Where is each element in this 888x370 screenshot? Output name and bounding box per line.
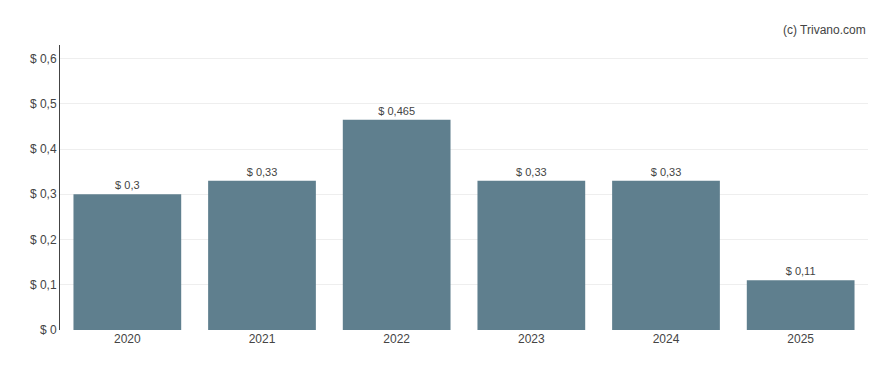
- svg-text:$ 0,5: $ 0,5: [30, 97, 57, 111]
- svg-text:$ 0,33: $ 0,33: [247, 166, 278, 178]
- svg-text:$ 0,33: $ 0,33: [651, 166, 682, 178]
- svg-text:2020: 2020: [114, 332, 141, 346]
- svg-text:$ 0,11: $ 0,11: [786, 265, 816, 277]
- svg-text:$ 0,6: $ 0,6: [30, 52, 57, 66]
- svg-text:2025: 2025: [787, 332, 814, 346]
- svg-text:2021: 2021: [249, 332, 276, 346]
- svg-text:2023: 2023: [518, 332, 545, 346]
- svg-text:(c) Trivano.com: (c) Trivano.com: [783, 23, 866, 37]
- svg-text:$ 0,4: $ 0,4: [30, 142, 57, 156]
- svg-text:$ 0,2: $ 0,2: [30, 233, 57, 247]
- svg-text:2022: 2022: [383, 332, 410, 346]
- svg-text:$ 0,3: $ 0,3: [115, 179, 139, 191]
- svg-text:$ 0,465: $ 0,465: [378, 105, 415, 117]
- svg-text:$ 0,3: $ 0,3: [30, 187, 57, 201]
- svg-text:$ 0,33: $ 0,33: [516, 166, 547, 178]
- svg-text:$ 0: $ 0: [40, 323, 57, 337]
- svg-text:2024: 2024: [653, 332, 680, 346]
- svg-text:$ 0,1: $ 0,1: [30, 278, 57, 292]
